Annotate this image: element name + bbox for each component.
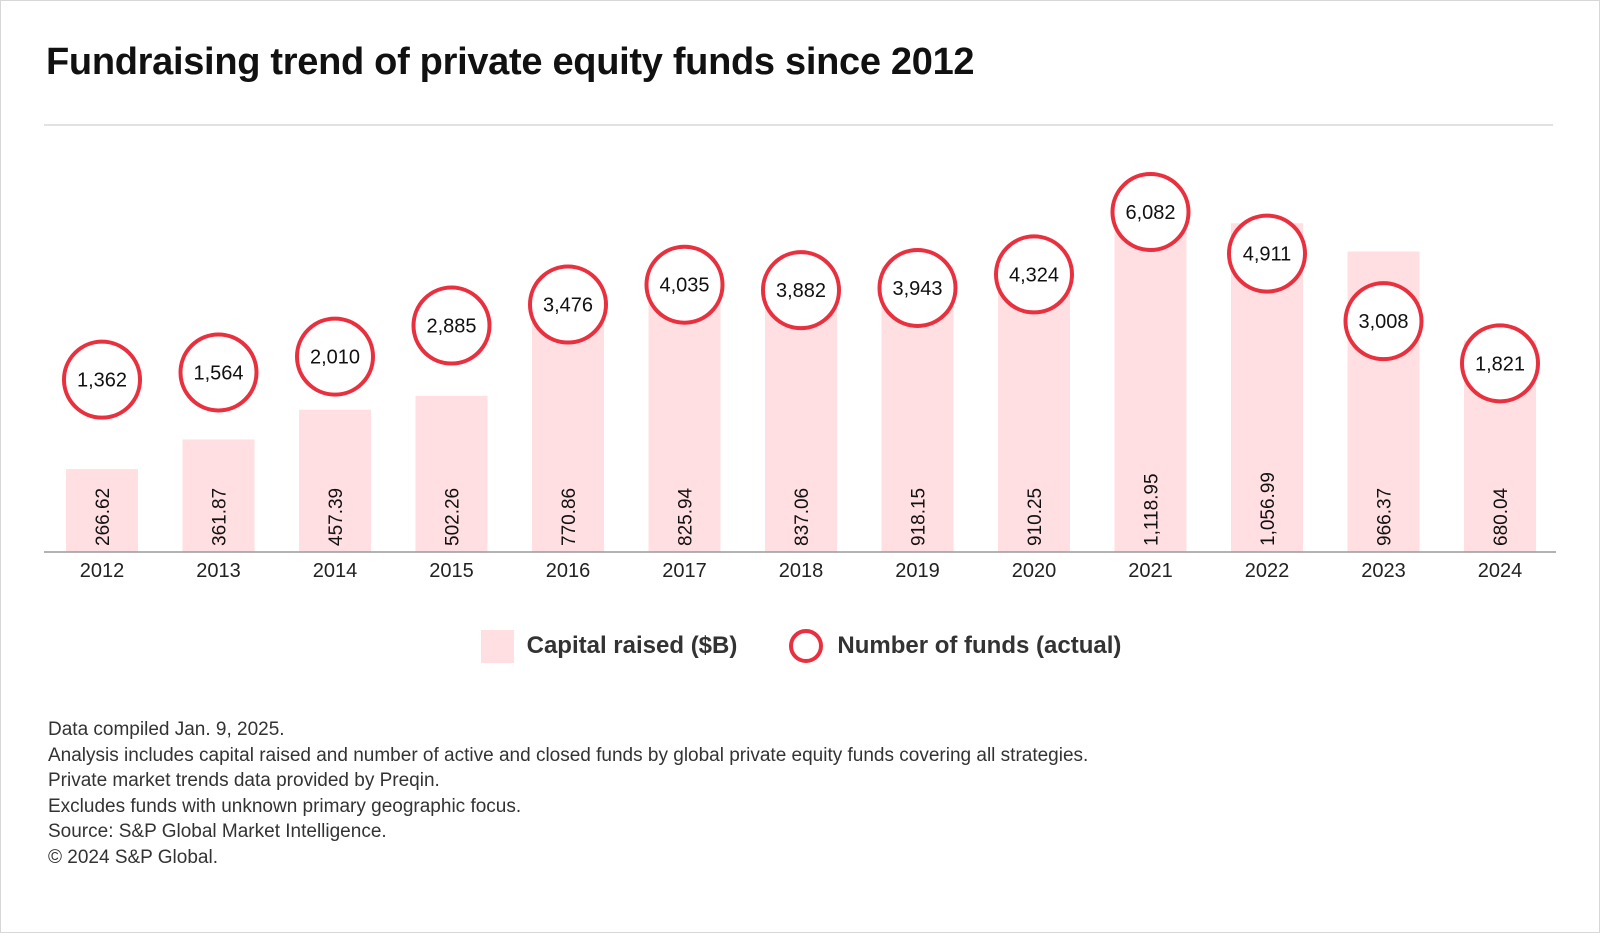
x-tick-label: 2021 [1128,560,1173,582]
funds-value-label: 1,821 [1475,353,1525,375]
capital-bar [66,469,138,552]
funds-value-label: 3,476 [543,295,593,317]
capital-bar [415,395,488,552]
legend-bar-swatch [480,629,514,663]
funds-circle-marker [528,264,608,345]
funds-circle-marker [1227,213,1307,294]
funds-circle-marker [644,244,725,325]
funds-value-label: 1,564 [193,362,243,384]
x-tick-label: 2023 [1361,560,1406,582]
capital-value-label: 825.94 [676,487,697,546]
funds-value-label: 1,362 [77,370,127,392]
capital-bar [648,295,721,552]
capital-value-label: 910.25 [1025,488,1046,546]
x-tick-label: 2018 [779,560,824,582]
capital-value-label: 361.87 [210,488,231,546]
funds-value-label: 4,035 [659,275,709,297]
capital-value-label: 770.86 [559,488,580,546]
capital-bar [299,409,371,552]
chart-plot: 266.62 361.87 457.39 502.26 770.86 825.94 837.… [44,172,1556,582]
footnote: Source: S&P Global Market Intelligence. [48,821,387,843]
footnote: Private market trends data provided by P… [48,770,440,792]
funds-circle-marker [1343,281,1424,362]
x-tick-label: 2014 [313,560,358,582]
capital-bar [998,268,1070,552]
capital-value-label: 837.06 [792,488,813,546]
capital-bar [1114,204,1187,552]
funds-circle-marker [411,285,492,366]
legend-circle-swatch [789,629,824,663]
chart-title: Fundraising trend of private equity fund… [46,41,975,83]
capital-value-label: 502.26 [443,488,464,546]
x-tick-label: 2024 [1478,560,1523,582]
x-tick-label: 2012 [80,560,125,582]
capital-value-label: 918.15 [909,488,930,546]
footnote: Data compiled Jan. 9, 2025. [48,719,285,740]
footnote: Excludes funds with unknown primary geog… [48,795,522,817]
x-tick-label: 2020 [1012,560,1057,582]
funds-value-label: 3,882 [776,280,826,302]
x-tick-label: 2016 [546,560,591,582]
x-tick-label: 2019 [895,560,940,582]
capital-bar [182,439,255,552]
funds-value-label: 4,911 [1243,244,1292,266]
legend-label-capital: Capital raised ($B) [526,632,738,659]
x-tick-label: 2022 [1245,560,1290,582]
funds-circle-marker [1460,323,1540,404]
funds-circle-marker [295,316,375,397]
funds-circle-marker [994,234,1074,315]
funds-circle-marker [877,247,958,328]
legend-item-capital: Capital raised ($B) [480,629,738,663]
chart-legend: Capital raised ($B) Number of funds (act… [1,629,1600,663]
legend-label-funds: Number of funds (actual) [837,632,1122,659]
footnote: © 2024 S&P Global. [48,846,218,868]
x-tick-label: 2017 [662,560,707,582]
funds-value-label: 2,010 [310,347,360,369]
funds-value-label: 3,008 [1358,311,1408,333]
capital-bar [765,291,837,552]
x-tick-label: 2013 [196,560,241,582]
funds-value-label: 2,885 [426,316,476,338]
capital-value-label: 1,118.95 [1142,473,1163,546]
funds-value-label: 4,324 [1009,264,1059,286]
capital-value-label: 680.04 [1491,487,1512,546]
footnotes: Data compiled Jan. 9, 2025. Analysis inc… [48,717,1088,871]
capital-value-label: 966.37 [1375,488,1396,546]
capital-bar [532,312,604,552]
funds-circle-marker [1110,172,1191,252]
funds-circle-marker [178,332,259,413]
capital-value-label: 457.39 [326,488,347,546]
capital-value-label: 266.62 [93,488,114,546]
x-tick-label: 2015 [429,560,474,582]
footnote: Analysis includes capital raised and num… [48,744,1089,766]
funds-value-label: 6,082 [1125,202,1175,224]
title-divider [44,124,1553,126]
funds-circle-marker [761,250,841,331]
capital-value-label: 1,056.99 [1258,472,1279,546]
legend-item-funds: Number of funds (actual) [789,629,1121,663]
funds-circle-marker [62,339,142,420]
funds-value-label: 3,943 [892,278,942,300]
